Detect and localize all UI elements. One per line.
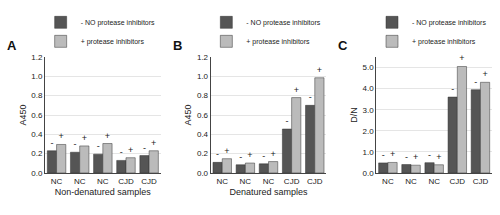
svg-text:+ protease inhibitors: + protease inhibitors	[412, 38, 476, 46]
svg-text:0.2: 0.2	[197, 149, 209, 158]
svg-text:0.0: 0.0	[31, 169, 43, 178]
svg-text:3.0: 3.0	[363, 106, 375, 115]
svg-text:-: -	[74, 139, 77, 149]
svg-text:0.0: 0.0	[363, 169, 375, 178]
svg-text:1.2: 1.2	[197, 53, 209, 62]
svg-text:+: +	[317, 65, 322, 75]
svg-text:CJD: CJD	[307, 177, 323, 186]
svg-text:+: +	[224, 146, 229, 156]
svg-text:NC: NC	[263, 177, 275, 186]
svg-text:-: -	[97, 141, 100, 151]
svg-text:CJD: CJD	[450, 177, 466, 186]
svg-text:+: +	[294, 85, 299, 95]
svg-text:NC: NC	[51, 177, 63, 186]
svg-text:NC: NC	[382, 177, 394, 186]
svg-text:NC: NC	[74, 177, 86, 186]
svg-text:1.0: 1.0	[197, 72, 209, 81]
svg-text:D/N: D/N	[349, 107, 359, 123]
svg-text:+: +	[436, 152, 441, 162]
svg-text:CJD: CJD	[141, 177, 157, 186]
svg-text:+: +	[413, 152, 418, 162]
svg-text:- NO protease inhibitors: - NO protease inhibitors	[246, 19, 320, 27]
svg-text:B: B	[173, 38, 182, 53]
svg-text:- NO protease inhibitors: - NO protease inhibitors	[81, 19, 155, 27]
svg-text:NC: NC	[405, 177, 417, 186]
svg-text:0.4: 0.4	[31, 130, 43, 139]
svg-text:-: -	[309, 92, 312, 102]
svg-text:NC: NC	[240, 177, 252, 186]
svg-text:0.8: 0.8	[197, 91, 209, 100]
svg-text:-: -	[474, 77, 477, 87]
svg-text:Denatured samples: Denatured samples	[229, 187, 308, 197]
svg-text:CJD: CJD	[284, 177, 300, 186]
svg-text:+: +	[105, 131, 110, 141]
svg-text:1.0: 1.0	[31, 72, 43, 81]
svg-text:NC: NC	[428, 177, 440, 186]
svg-text:-: -	[451, 84, 454, 94]
svg-text:-: -	[143, 143, 146, 153]
svg-text:-: -	[382, 150, 385, 160]
svg-text:+: +	[270, 149, 275, 159]
svg-text:-: -	[216, 149, 219, 159]
svg-text:NC: NC	[97, 177, 109, 186]
svg-text:-: -	[262, 151, 265, 161]
svg-text:- NO protease inhibitors: - NO protease inhibitors	[412, 19, 486, 27]
svg-text:NC: NC	[216, 177, 228, 186]
svg-text:-: -	[428, 150, 431, 160]
svg-text:CJD: CJD	[118, 177, 134, 186]
svg-text:+: +	[390, 149, 395, 159]
svg-text:5.0: 5.0	[363, 63, 375, 72]
svg-text:1.2: 1.2	[31, 53, 43, 62]
svg-text:0.6: 0.6	[197, 111, 209, 120]
svg-text:+: +	[82, 133, 87, 143]
svg-text:+: +	[247, 150, 252, 160]
svg-text:-: -	[50, 138, 53, 148]
svg-text:+: +	[151, 138, 156, 148]
svg-text:2.0: 2.0	[363, 127, 375, 136]
svg-text:-: -	[405, 152, 408, 162]
svg-text:0.8: 0.8	[31, 91, 43, 100]
svg-text:0.2: 0.2	[31, 149, 43, 158]
svg-text:A450: A450	[183, 104, 193, 125]
svg-text:0.0: 0.0	[197, 169, 209, 178]
svg-text:4.0: 4.0	[363, 84, 375, 93]
svg-text:+: +	[482, 69, 487, 79]
svg-text:+ protease inhibitors: + protease inhibitors	[81, 38, 145, 46]
svg-text:0.4: 0.4	[197, 130, 209, 139]
svg-text:+: +	[128, 145, 133, 155]
svg-text:-: -	[286, 116, 289, 126]
svg-text:C: C	[338, 38, 348, 53]
svg-text:+: +	[59, 131, 64, 141]
svg-text:+: +	[459, 53, 464, 63]
svg-text:Non-denatured samples: Non-denatured samples	[55, 187, 152, 197]
svg-text:A450: A450	[18, 104, 28, 125]
svg-text:1.0: 1.0	[363, 148, 375, 157]
svg-text:-: -	[239, 152, 242, 162]
svg-text:-: -	[120, 147, 123, 157]
svg-text:A: A	[7, 38, 17, 53]
svg-text:0.6: 0.6	[31, 111, 43, 120]
svg-text:CJD: CJD	[473, 177, 489, 186]
svg-text:+ protease inhibitors: + protease inhibitors	[246, 38, 310, 46]
